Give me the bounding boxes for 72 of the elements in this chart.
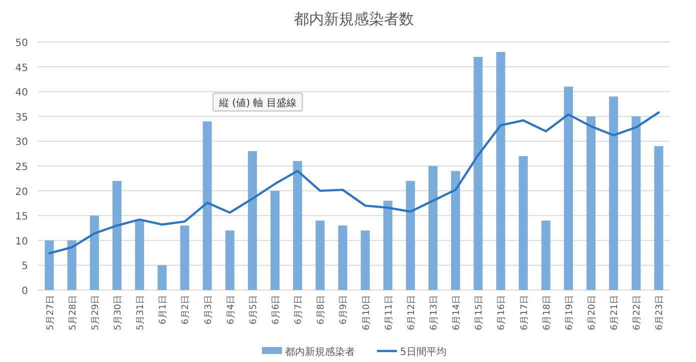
x-tick-label: 6月4日: [226, 295, 236, 324]
bar: [135, 220, 144, 290]
x-tick-label: 5月29日: [90, 295, 101, 330]
bar: [609, 96, 618, 290]
x-tick-label: 6月22日: [632, 295, 643, 330]
y-tick-label: 0: [22, 286, 28, 297]
x-tick-label: 6月3日: [204, 295, 214, 324]
x-tick-label: 6月9日: [339, 295, 350, 324]
y-tick-label: 50: [15, 38, 28, 49]
bar: [90, 216, 99, 290]
x-tick-label: 6月19日: [564, 295, 575, 330]
bar: [44, 240, 54, 290]
x-tick-label: 5月27日: [46, 295, 56, 330]
x-tick-label: 6月1日: [158, 295, 169, 324]
bar: [360, 230, 370, 290]
bar: [225, 230, 234, 290]
bar: [338, 226, 348, 290]
x-tick-label: 6月12日: [406, 295, 417, 330]
bar: [383, 200, 392, 290]
y-tick-label: 10: [15, 236, 28, 248]
line-series: [48, 111, 660, 254]
x-tick-label: 6月17日: [520, 295, 530, 330]
bar: [180, 226, 190, 290]
y-tick-label: 40: [15, 88, 28, 99]
y-tick-label: 20: [15, 186, 28, 198]
bar: [270, 190, 280, 290]
chart-title: 都内新規感染者数: [294, 10, 414, 28]
x-tick-label: 6月21日: [610, 295, 620, 330]
y-tick-label: 35: [15, 112, 28, 124]
x-tick-label: 6月20日: [588, 295, 598, 330]
x-tick-label: 5月30日: [114, 295, 124, 330]
bar: [248, 151, 257, 290]
bar: [316, 220, 325, 290]
x-tick-label: 6月16日: [497, 295, 508, 330]
x-tick-label: 6月6日: [272, 295, 282, 324]
x-tick-label: 6月10日: [362, 295, 372, 330]
x-tick-label: 6月15日: [474, 295, 485, 330]
bar: [112, 180, 122, 290]
y-tick-label: 5: [22, 261, 28, 272]
bar: [406, 180, 415, 290]
bar: [518, 156, 528, 290]
x-tick-label: 6月14日: [452, 295, 462, 330]
x-tick-label: 5月28日: [68, 295, 78, 330]
bar: [158, 265, 167, 290]
y-tick-label: 30: [15, 137, 28, 148]
bar: [451, 170, 460, 290]
x-tick-label: 6月23日: [655, 295, 666, 330]
x-tick-label: 5月31日: [136, 295, 146, 330]
y-tick-label: 45: [15, 62, 28, 74]
legend-label: 5日間平均: [400, 346, 446, 358]
annotation: 縦 (値) 軸 目盛線: [218, 97, 296, 109]
bar: [474, 56, 483, 290]
x-tick-label: 6月5日: [248, 295, 259, 324]
x-tick-label: 6月18日: [542, 295, 552, 330]
x-tick-label: 6月2日: [181, 295, 192, 324]
bar: [564, 86, 573, 290]
bar: [428, 166, 438, 290]
x-tick-label: 6月11日: [384, 295, 394, 330]
x-tick-label: 6月13日: [430, 295, 440, 330]
bar: [496, 52, 506, 290]
legend-label: 都内新規感染者: [285, 346, 355, 358]
bar: [541, 220, 550, 290]
bar: [67, 240, 76, 290]
bar: [654, 146, 664, 290]
bar: [586, 116, 596, 290]
y-tick-label: 25: [15, 162, 28, 173]
bar: [632, 116, 641, 290]
y-tick-label: 15: [15, 212, 28, 223]
bar: [202, 121, 212, 290]
x-tick-label: 6月7日: [294, 295, 304, 324]
x-tick-label: 6月8日: [316, 295, 327, 324]
bar: [293, 161, 302, 290]
